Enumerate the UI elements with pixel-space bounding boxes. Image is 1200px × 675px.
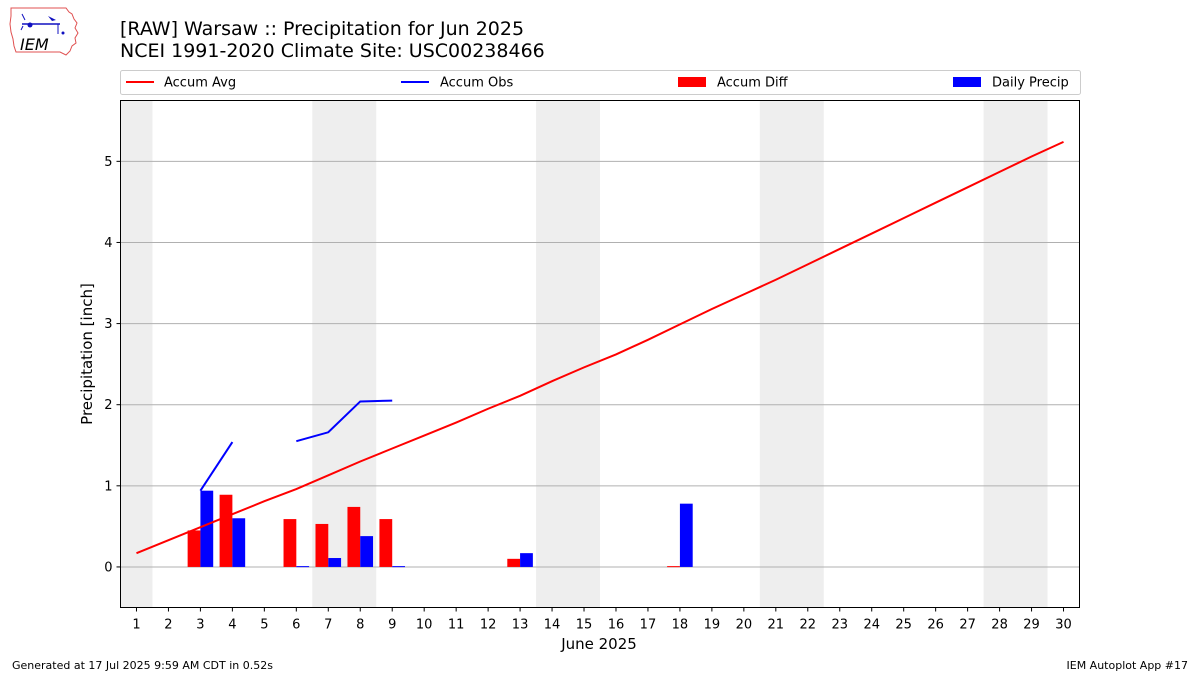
- daily-precip-bar: [296, 566, 310, 568]
- iem-logo: IEM: [8, 6, 80, 58]
- x-tick-label: 6: [292, 618, 300, 633]
- x-tick-label: 26: [927, 618, 944, 633]
- x-tick-label: 29: [1023, 618, 1040, 633]
- x-tick-label: 27: [959, 618, 976, 633]
- x-tick-label: 30: [1055, 618, 1072, 633]
- accum-diff-bar: [315, 523, 329, 567]
- legend-label-accum-diff: Accum Diff: [717, 76, 789, 91]
- legend-label-accum-avg: Accum Avg: [164, 76, 236, 91]
- x-tick-label: 3: [196, 618, 204, 633]
- x-tick-label: 22: [800, 618, 817, 633]
- plot-frame: [120, 100, 1080, 608]
- x-tick-label: 1: [132, 618, 140, 633]
- x-tick-label: 10: [416, 618, 433, 633]
- legend-label-accum-obs: Accum Obs: [440, 76, 513, 91]
- weekend-band: [120, 100, 153, 608]
- x-tick-label: 2: [164, 618, 172, 633]
- daily-precip-bar: [232, 518, 246, 567]
- generated-timestamp: Generated at 17 Jul 2025 9:59 AM CDT in …: [12, 659, 273, 672]
- x-tick-label: 7: [324, 618, 332, 633]
- x-tick-label: 11: [448, 618, 465, 633]
- legend: Accum Avg Accum Obs Accum Diff Daily Pre…: [120, 70, 1081, 95]
- x-tick-label: 12: [480, 618, 497, 633]
- accum-diff-bar: [187, 530, 201, 567]
- x-tick-label: 20: [736, 618, 753, 633]
- bars: [187, 490, 693, 568]
- daily-precip-bar: [520, 553, 533, 567]
- legend-item-daily-precip: Daily Precip: [953, 76, 1069, 91]
- legend-item-accum-diff: Accum Diff: [678, 76, 789, 91]
- x-tick-label: 21: [768, 618, 785, 633]
- accum-diff-bar: [283, 519, 297, 567]
- accum-avg-line: [136, 140, 1064, 555]
- weekend-band: [536, 100, 600, 608]
- x-tick-label: 15: [576, 618, 593, 633]
- accum-diff-bar: [667, 566, 680, 568]
- legend-item-accum-obs: Accum Obs: [401, 76, 513, 91]
- x-tick-label: 4: [228, 618, 236, 633]
- x-tick-label: 18: [672, 618, 689, 633]
- y-tick-label: 1: [104, 479, 112, 494]
- x-axis-label: June 2025: [560, 635, 637, 653]
- accum-diff-bar: [507, 558, 521, 567]
- daily-precip-bar: [679, 503, 693, 567]
- weekend-band: [759, 100, 824, 608]
- y-gridlines: [120, 160, 1080, 568]
- accum-diff-bar: [219, 494, 233, 567]
- x-tick-label: 19: [704, 618, 721, 633]
- x-tick-label: 9: [388, 618, 396, 633]
- y-tick-label: 5: [104, 155, 112, 170]
- weekend-band: [983, 100, 1048, 608]
- weekend-shading: [120, 100, 1048, 608]
- x-tick-label: 17: [640, 618, 657, 633]
- chart-subtitle: NCEI 1991-2020 Climate Site: USC00238466: [120, 40, 545, 62]
- daily-precip-bar: [392, 566, 406, 568]
- x-axis-ticks: 1 2 3 4 5 6 7 8 9 10 11 12 13 14 15 16 17 18 19 20 21 22 23 24 2…: [132, 607, 1072, 633]
- x-tick-label: 13: [512, 618, 529, 633]
- y-tick-label: 0: [104, 560, 112, 575]
- x-tick-label: 16: [608, 618, 625, 633]
- chart-title: [RAW] Warsaw :: Precipitation for Jun 20…: [120, 18, 525, 40]
- y-axis-label: Precipitation [inch]: [78, 283, 96, 425]
- y-tick-label: 4: [104, 236, 112, 251]
- lines: [136, 140, 1064, 555]
- legend-item-accum-avg: Accum Avg: [126, 76, 236, 91]
- daily-precip-bar: [328, 558, 342, 567]
- y-tick-label: 3: [104, 317, 112, 332]
- app-label: IEM Autoplot App #17: [1066, 659, 1189, 672]
- x-tick-label: 23: [831, 618, 848, 633]
- x-tick-label: 28: [991, 618, 1008, 633]
- x-tick-label: 25: [895, 618, 912, 633]
- daily-precip-bar: [200, 490, 214, 567]
- weekend-band: [312, 100, 377, 608]
- accum-obs-line: [296, 399, 393, 443]
- y-tick-label: 2: [104, 398, 112, 413]
- accum-obs-line: [199, 441, 234, 492]
- x-tick-label: 8: [356, 618, 364, 633]
- daily-precip-bar: [360, 536, 374, 567]
- legend-label-daily-precip: Daily Precip: [992, 76, 1069, 91]
- logo-text: IEM: [20, 35, 49, 54]
- accum-diff-bar: [379, 519, 393, 567]
- accum-diff-bar: [347, 506, 361, 567]
- x-tick-label: 14: [544, 618, 561, 633]
- x-tick-label: 5: [260, 618, 268, 633]
- x-tick-label: 24: [863, 618, 880, 633]
- y-axis-ticks: 0 1 2 3 4 5: [104, 155, 121, 575]
- iowa-outline-icon: IEM: [9, 7, 79, 56]
